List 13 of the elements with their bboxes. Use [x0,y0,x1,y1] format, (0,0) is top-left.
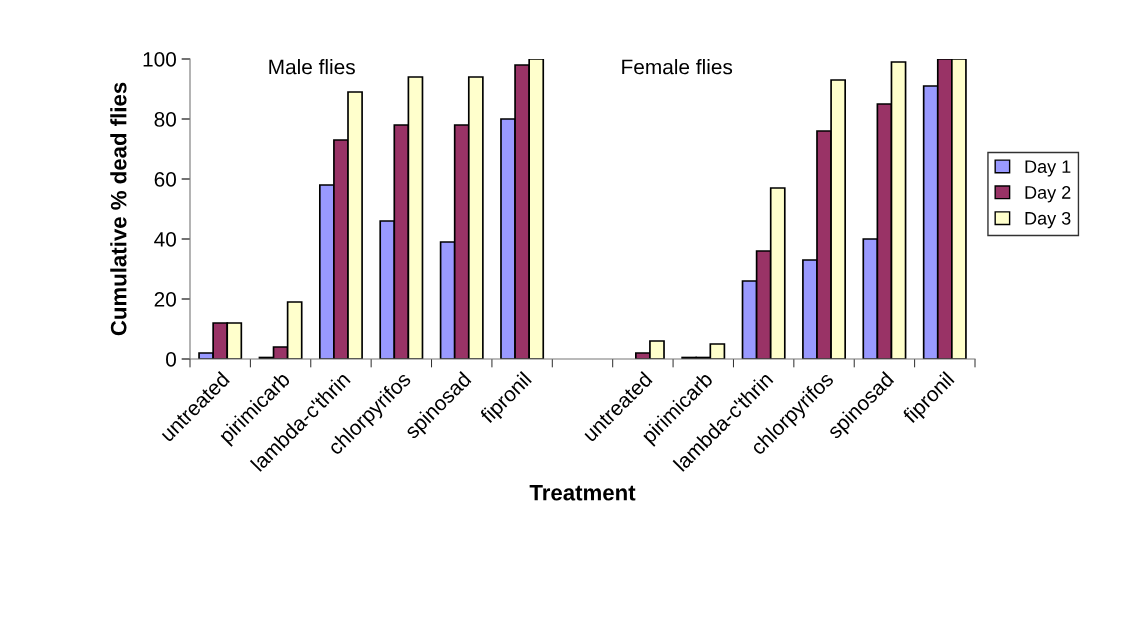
legend-label: Day 2 [1025,186,1071,203]
y-tick-label: 80 [154,112,176,127]
y-tick-label: 40 [154,232,176,247]
legend-label: Day 3 [1025,211,1071,229]
y-tick-label: 100 [143,52,176,67]
y-tick-label: 0 [166,352,176,367]
y-tick-label: 20 [154,292,176,307]
y-axis-title: Cumulative % dead flies [110,82,127,336]
x-axis-title: Treatment [529,485,636,501]
legend-label: Day 1 [1025,160,1071,177]
annotation: Male flies [269,59,355,75]
y-tick-label: 60 [154,172,176,187]
annotation: Female flies [622,59,733,75]
